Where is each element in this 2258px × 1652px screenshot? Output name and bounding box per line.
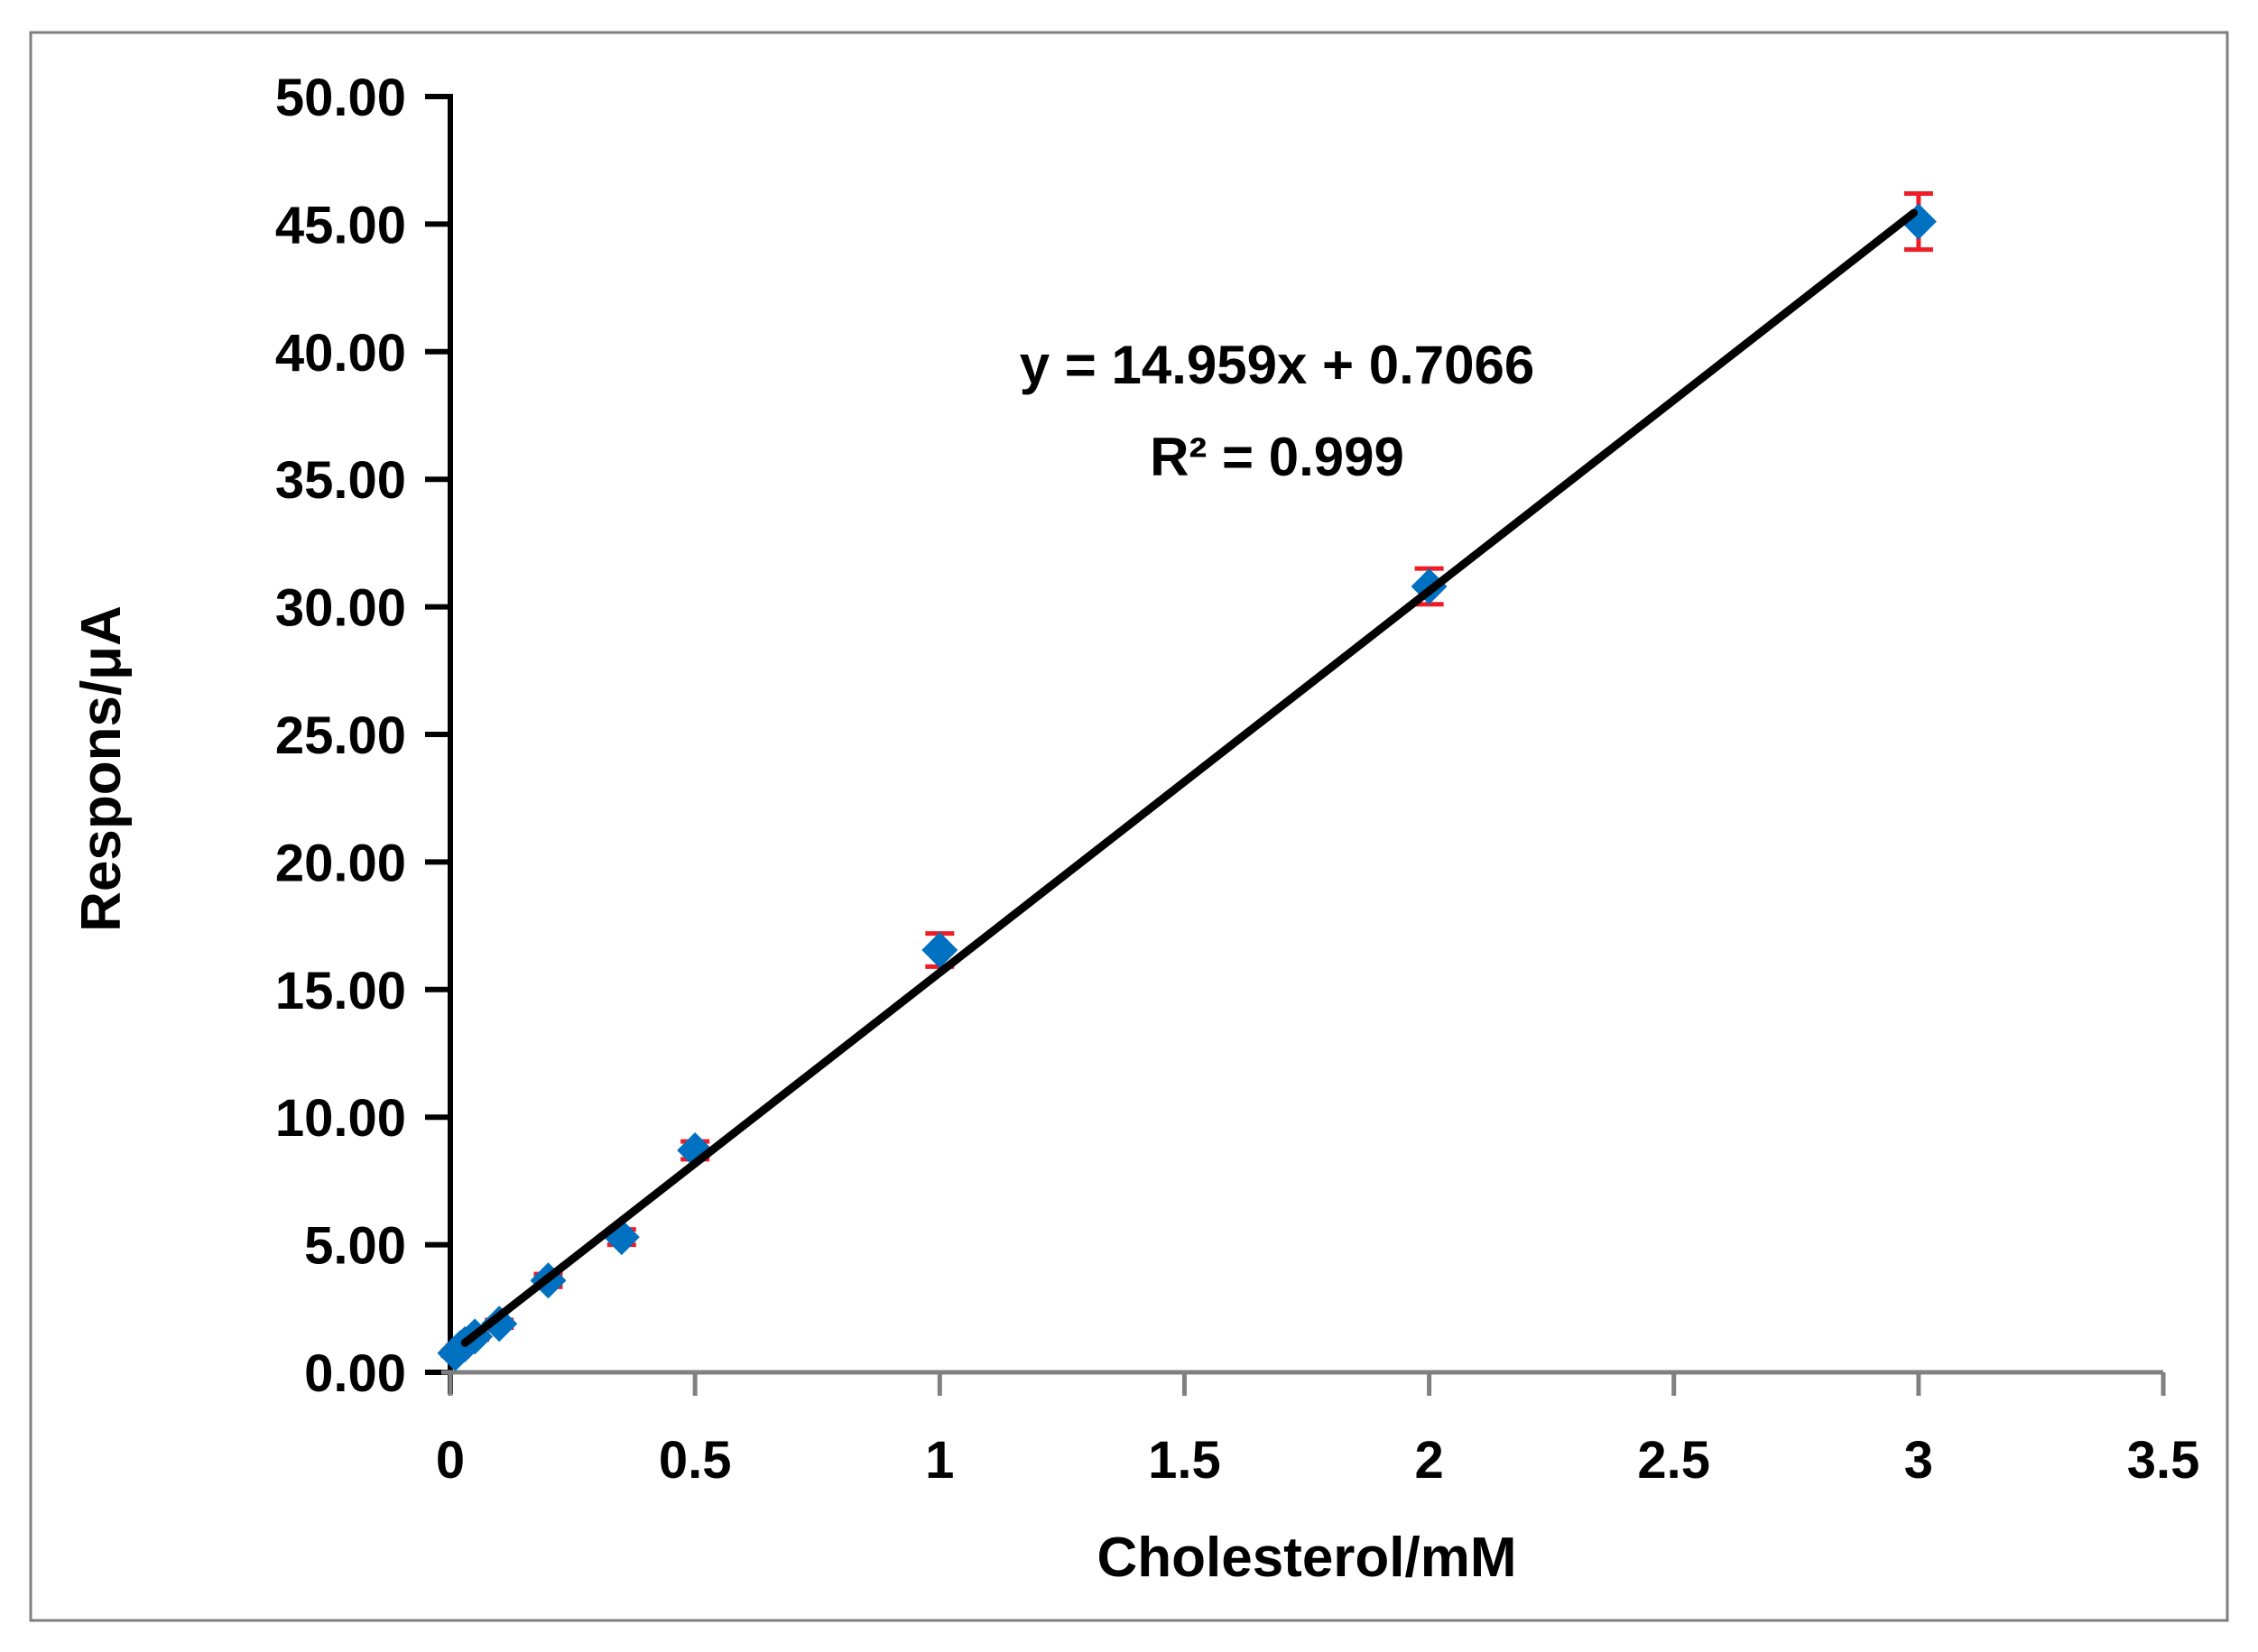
y-tick-label: 25.00 [275,706,406,765]
x-tick-label: 2 [1414,1431,1443,1490]
y-axis-title: Respons/μA [70,605,133,932]
x-tick-label: 1 [925,1431,954,1490]
y-tick-label: 10.00 [275,1089,406,1148]
x-tick-label: 2.5 [1637,1431,1710,1490]
y-tick-label: 20.00 [275,834,406,892]
y-tick-label: 35.00 [275,451,406,510]
x-tick-label: 0 [436,1431,465,1490]
trendline [460,208,1918,1347]
x-tick-label: 3 [1904,1431,1933,1490]
r-squared-label: R² = 0.999 [1150,427,1404,487]
x-tick-label: 0.5 [659,1431,732,1490]
diamond-marker [481,1306,518,1343]
equation-label: y = 14.959x + 0.7066 [1020,335,1535,395]
y-tick-label: 40.00 [275,324,406,383]
diamond-marker [921,931,958,968]
x-axis-title: Cholesterol/mM [1097,1527,1516,1589]
y-tick-label: 30.00 [275,579,406,638]
y-tick-label: 0.00 [304,1344,406,1403]
x-tick-label: 3.5 [2127,1431,2200,1490]
trendline-group [460,208,1918,1347]
axes: 0.00 5.00 10.00 15.00 20.00 25.00 30.00 35.00 40… [275,69,2200,1490]
y-tick-label: 50.00 [275,69,406,127]
x-tick-label: 1.5 [1148,1431,1221,1490]
y-tick-label: 5.00 [304,1217,406,1276]
y-tick-label: 15.00 [275,962,406,1020]
figure-border [29,31,2229,1622]
y-tick-label: 45.00 [275,196,406,254]
